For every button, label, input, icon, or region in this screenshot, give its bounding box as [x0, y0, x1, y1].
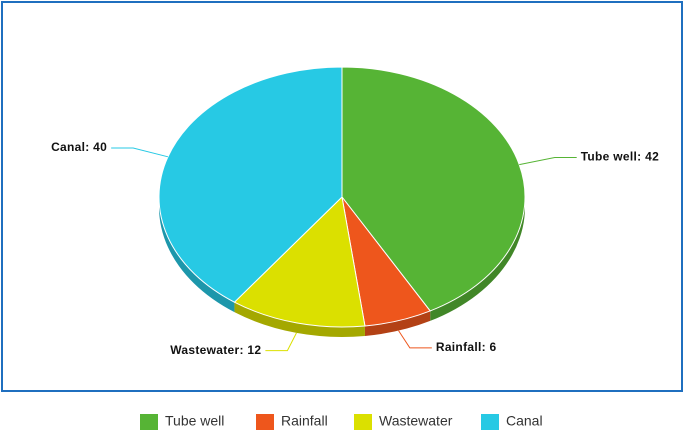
data-labels: Tube well: 42 Rainfall: 6 Wastewater: 12 Ca… — [51, 140, 659, 357]
leader-line — [111, 147, 169, 158]
data-label: Canal: 40 — [51, 140, 107, 154]
legend-swatch — [354, 414, 372, 430]
legend-label: Canal — [506, 413, 543, 429]
legend: Tube well Rainfall Wastewater Canal — [140, 413, 543, 430]
pie-sides — [158, 67, 525, 338]
slice-side — [364, 310, 431, 336]
data-label: Rainfall: 6 — [436, 340, 497, 354]
slice — [233, 195, 366, 328]
slice — [341, 66, 526, 312]
leader-line — [519, 157, 577, 166]
slice — [158, 66, 343, 303]
legend-swatch — [481, 414, 499, 430]
leader-line — [398, 330, 432, 349]
legend-swatch — [140, 414, 158, 430]
legend-label: Tube well — [165, 413, 224, 429]
pie-tops — [158, 66, 526, 328]
slice-side — [234, 302, 365, 338]
legend-swatch — [256, 414, 274, 430]
data-label: Tube well: 42 — [581, 150, 659, 164]
legend-label: Rainfall — [281, 413, 328, 429]
leader-line — [265, 332, 297, 352]
data-label: Wastewater: 12 — [170, 343, 261, 357]
legend-label: Wastewater — [379, 413, 453, 429]
